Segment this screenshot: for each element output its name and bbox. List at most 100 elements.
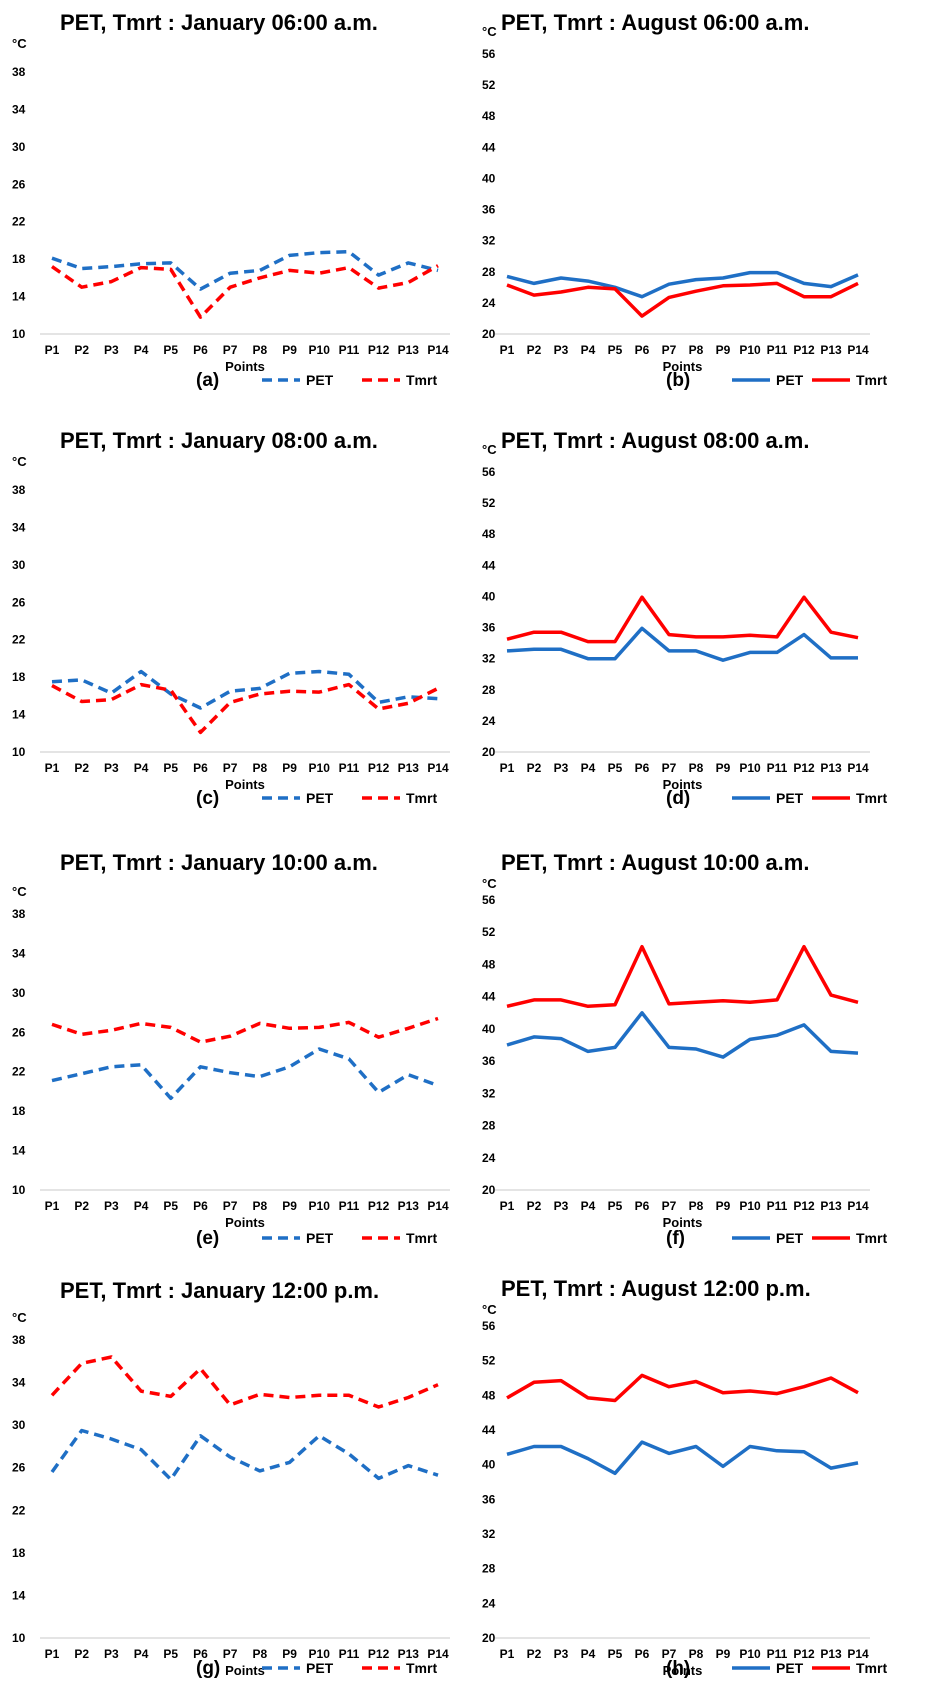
x-tick-label: P6 [193, 343, 208, 357]
legend-label-tmrt: Tmrt [406, 1660, 437, 1676]
chart-panel-h: PET, Tmrt : August 12:00 p.m. °C 20 24 28 32 3… [482, 1276, 887, 1679]
y-tick-label: 48 [482, 957, 496, 971]
x-tick-label: P9 [282, 343, 297, 357]
x-tick-label: P7 [223, 1647, 238, 1661]
y-tick-label: 48 [482, 527, 496, 541]
y-tick-label: 52 [482, 496, 496, 510]
x-tick-label: P11 [767, 1647, 788, 1661]
y-tick-label: 26 [12, 1461, 26, 1475]
y-tick-label: 18 [12, 670, 26, 684]
legend-label-tmrt: Tmrt [856, 1660, 887, 1676]
chart-panel-f: PET, Tmrt : August 10:00 a.m. °C 20 24 28 32 3… [482, 850, 887, 1249]
y-tick-label: 20 [482, 1183, 496, 1197]
y-tick-label: 56 [482, 465, 496, 479]
x-axis-title: Points [225, 1663, 265, 1678]
x-tick-label: P9 [716, 1199, 731, 1213]
x-tick-label: P3 [104, 1647, 119, 1661]
y-tick-label: 34 [12, 102, 26, 116]
x-tick-label: P6 [193, 1647, 208, 1661]
y-tick-label: 36 [482, 1054, 496, 1068]
y-tick-label: 56 [482, 893, 496, 907]
chart-panel-a: PET, Tmrt : January 06:00 a.m. °C 10 14 18 22… [12, 10, 450, 391]
chart-title: PET, Tmrt : August 06:00 a.m. [501, 10, 809, 35]
series-line-tmrt [506, 595, 859, 644]
y-tick-label: 44 [482, 990, 496, 1004]
x-tick-label: P6 [193, 761, 208, 775]
y-tick-label: 34 [12, 946, 26, 960]
x-tick-label: P2 [74, 1199, 89, 1213]
x-tick-label: P14 [847, 343, 869, 357]
x-tick-label: P9 [282, 1199, 297, 1213]
x-tick-label: P11 [339, 343, 360, 357]
legend-label-pet: PET [776, 1660, 804, 1676]
x-tick-label: P5 [163, 343, 178, 357]
panel-label: (h) [666, 1658, 690, 1679]
y-tick-label: 22 [12, 633, 26, 647]
x-tick-label: P13 [820, 343, 842, 357]
x-tick-label: P5 [163, 1199, 178, 1213]
x-tick-label: P4 [134, 1199, 149, 1213]
unit-label: °C [12, 884, 27, 899]
y-tick-label: 28 [482, 683, 496, 697]
y-tick-label: 30 [12, 558, 26, 572]
x-tick-label: P4 [581, 1647, 596, 1661]
panel-label: (a) [196, 370, 219, 391]
x-tick-label: P5 [163, 761, 178, 775]
x-tick-label: P7 [662, 1199, 677, 1213]
chart-title: PET, Tmrt : January 06:00 a.m. [60, 10, 378, 35]
y-tick-label: 40 [482, 171, 496, 185]
y-tick-label: 22 [12, 1065, 26, 1079]
x-axis-title: Points [663, 1215, 703, 1230]
x-tick-label: P12 [368, 1199, 390, 1213]
legend-label-pet: PET [776, 1230, 804, 1246]
chart-title: PET, Tmrt : January 10:00 a.m. [60, 850, 378, 875]
legend-label-tmrt: Tmrt [406, 790, 437, 806]
x-tick-label: P1 [500, 1199, 515, 1213]
x-tick-label: P8 [689, 761, 704, 775]
x-tick-label: P11 [339, 1647, 360, 1661]
y-tick-label: 32 [482, 1527, 496, 1541]
x-tick-label: P10 [739, 761, 761, 775]
x-tick-label: P10 [309, 1199, 331, 1213]
x-tick-label: P3 [554, 343, 569, 357]
x-tick-label: P1 [45, 343, 60, 357]
x-tick-label: P12 [793, 1199, 815, 1213]
x-tick-label: P12 [368, 1647, 390, 1661]
x-tick-label: P11 [339, 1199, 360, 1213]
x-tick-label: P13 [820, 1199, 842, 1213]
y-tick-label: 40 [482, 589, 496, 603]
unit-label: °C [482, 24, 497, 39]
y-tick-label: 10 [12, 327, 26, 341]
y-tick-label: 14 [12, 708, 26, 722]
x-tick-label: P4 [581, 343, 596, 357]
x-tick-label: P9 [716, 761, 731, 775]
x-axis-title: Points [225, 1215, 265, 1230]
x-tick-label: P6 [635, 1647, 650, 1661]
y-tick-label: 44 [482, 1423, 496, 1437]
unit-label: °C [482, 1302, 497, 1317]
x-tick-label: P8 [689, 343, 704, 357]
x-tick-label: P4 [134, 343, 149, 357]
x-tick-label: P2 [527, 343, 542, 357]
y-tick-label: 44 [482, 140, 496, 154]
x-tick-label: P10 [309, 761, 331, 775]
x-tick-label: P3 [554, 1647, 569, 1661]
x-tick-label: P3 [104, 761, 119, 775]
panel-label: (f) [666, 1228, 685, 1249]
legend-label-tmrt: Tmrt [406, 372, 437, 388]
y-tick-label: 34 [12, 520, 26, 534]
x-tick-label: P5 [608, 1647, 623, 1661]
x-axis-title: Points [225, 777, 265, 792]
unit-label: °C [482, 876, 497, 891]
x-tick-label: P10 [309, 1647, 331, 1661]
series-line-pet [51, 669, 439, 710]
y-tick-label: 30 [12, 1418, 26, 1432]
x-tick-label: P4 [581, 1199, 596, 1213]
x-tick-label: P7 [223, 761, 238, 775]
x-tick-label: P13 [398, 1647, 420, 1661]
x-tick-label: P11 [767, 761, 788, 775]
y-tick-label: 34 [12, 1376, 26, 1390]
x-tick-label: P8 [253, 1647, 268, 1661]
x-tick-label: P3 [554, 761, 569, 775]
x-tick-label: P10 [739, 1647, 761, 1661]
